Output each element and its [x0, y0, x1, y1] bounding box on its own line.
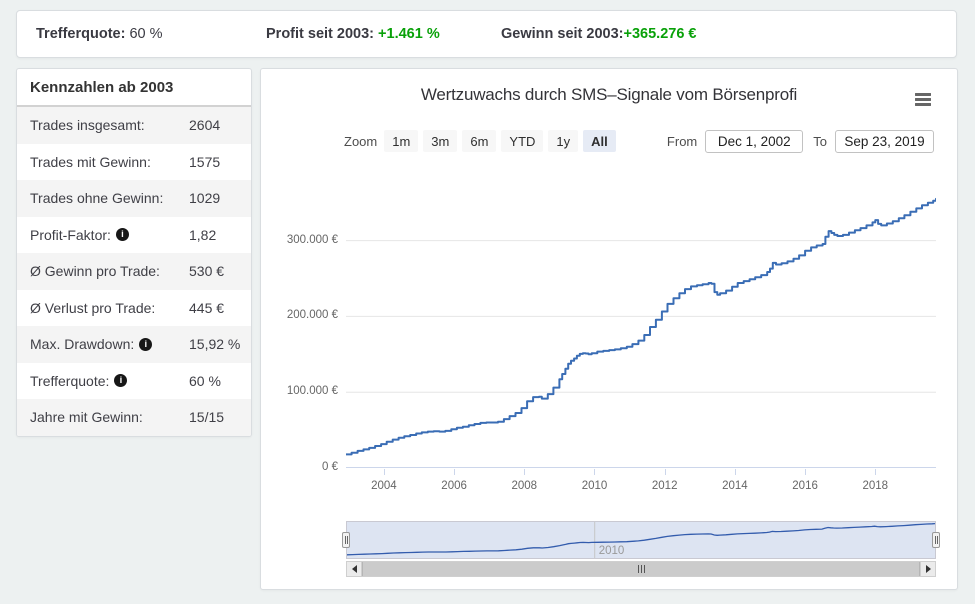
from-date-input[interactable]: [705, 129, 804, 153]
stat-value: +1.461 %: [378, 26, 440, 42]
scrollbar[interactable]: [346, 561, 936, 577]
table-row: Trades insgesamt: 2604: [17, 107, 251, 144]
navigator-left-handle[interactable]: [342, 532, 350, 548]
row-label: Trades mit Gewinn:: [30, 153, 151, 170]
range-button-6m[interactable]: 6m: [462, 130, 497, 152]
x-axis-tick-label: 2014: [722, 480, 748, 492]
table-row: Ø Verlust pro Trade: 445 €: [17, 290, 251, 327]
hamburger-menu-icon[interactable]: [915, 93, 931, 108]
stat-trefferquote: Trefferquote: 60 %: [36, 26, 163, 42]
table-row: Ø Gewinn pro Trade: 530 €: [17, 253, 251, 290]
row-value: 60 %: [189, 372, 221, 389]
x-axis-tick-label: 2006: [441, 480, 467, 492]
x-axis-tick: [594, 469, 596, 475]
to-label: To: [813, 133, 827, 149]
stat-profit: Profit seit 2003: +1.461 %: [266, 26, 440, 42]
scrollbar-thumb[interactable]: [362, 562, 920, 576]
row-label: Jahre mit Gewinn:: [30, 409, 143, 426]
x-axis-tick: [524, 469, 526, 475]
y-axis-tick-label: 100.000 €: [286, 385, 338, 398]
x-axis-tick: [454, 469, 456, 475]
scroll-right-arrow[interactable]: [920, 562, 935, 576]
table-row: Jahre mit Gewinn: 15/15: [17, 399, 251, 436]
row-value: 2604: [189, 117, 221, 134]
range-button-3m[interactable]: 3m: [423, 130, 458, 152]
stat-gewinn: Gewinn seit 2003:+365.276 €: [501, 26, 696, 42]
row-label: Max. Drawdown:: [30, 336, 153, 352]
x-axis-tick-label: 2016: [792, 480, 818, 492]
stat-label: Profit seit 2003:: [266, 26, 374, 42]
chart-title: Wertzuwachs durch SMS–Signale vom Börsen…: [420, 85, 798, 104]
plot-area[interactable]: [346, 186, 936, 468]
zoom-label: Zoom: [344, 133, 378, 149]
y-axis-tick-label: 300.000 €: [286, 233, 338, 246]
x-axis-tick: [383, 469, 385, 475]
x-axis-tick: [664, 469, 666, 475]
stat-value: 60 %: [129, 26, 163, 42]
row-value: 530 €: [189, 263, 225, 280]
date-range-inputs: From To: [666, 129, 934, 153]
table-row: Profit-Faktor: 1,82: [17, 217, 251, 254]
table-row: Trades ohne Gewinn: 1029: [17, 180, 251, 217]
range-button-1m[interactable]: 1m: [384, 130, 419, 152]
stat-label: Trefferquote:: [36, 26, 126, 42]
row-value: 1,82: [189, 226, 217, 243]
row-label: Ø Verlust pro Trade:: [30, 299, 156, 316]
navigator-chart: [346, 522, 936, 558]
range-button-ytd[interactable]: YTD: [501, 130, 544, 152]
info-icon[interactable]: [115, 228, 129, 242]
y-axis-tick-label: 0 €: [322, 461, 338, 473]
table-row: Trades mit Gewinn: 1575: [17, 144, 251, 181]
x-axis-tick: [875, 469, 877, 475]
x-axis-tick: [805, 469, 807, 475]
stat-value: +365.276 €: [623, 26, 697, 42]
info-icon[interactable]: [139, 337, 153, 351]
row-value: 445 €: [189, 299, 225, 316]
info-icon[interactable]: [114, 374, 128, 388]
range-selector: Zoom 1m 3m 6m YTD 1y All: [344, 130, 621, 152]
row-value: 1029: [189, 190, 221, 207]
row-label: Trades insgesamt:: [30, 117, 145, 134]
right-triangle-icon: [925, 565, 931, 573]
from-label: From: [666, 133, 698, 149]
range-button-1y[interactable]: 1y: [548, 130, 579, 152]
row-label: Trefferquote:: [30, 373, 128, 389]
x-axis-tick-label: 2012: [651, 480, 678, 492]
row-label: Profit-Faktor:: [30, 227, 129, 243]
kennzahlen-table: Trades insgesamt: 2604 Trades mit Gewinn…: [17, 107, 251, 436]
stat-label: Gewinn seit 2003:: [501, 26, 624, 42]
x-axis-tick-label: 2018: [862, 480, 889, 492]
top-stats-bar: Trefferquote: 60 % Profit seit 2003: +1.…: [16, 10, 957, 58]
to-date-input[interactable]: [835, 129, 934, 153]
x-axis-tick-label: 2010: [581, 480, 608, 492]
table-row: Trefferquote: 60 %: [17, 363, 251, 400]
row-label: Ø Gewinn pro Trade:: [30, 263, 160, 280]
scroll-left-arrow[interactable]: [347, 562, 362, 576]
left-triangle-icon: [351, 565, 357, 573]
table-row: Max. Drawdown: 15,92 %: [17, 326, 251, 363]
row-value: 1575: [189, 153, 221, 170]
row-label: Trades ohne Gewinn:: [30, 190, 164, 207]
range-button-all[interactable]: All: [583, 130, 616, 152]
equity-curve-chart: [346, 197, 936, 456]
x-axis-tick-label: 2004: [371, 480, 397, 492]
row-value: 15/15: [189, 409, 225, 426]
kennzahlen-panel: Kennzahlen ab 2003 Trades insgesamt: 260…: [16, 68, 252, 437]
navigator-right-handle[interactable]: [932, 532, 940, 548]
navigator[interactable]: [346, 521, 936, 559]
y-axis-tick-label: 200.000 €: [286, 309, 338, 322]
chart-panel: Wertzuwachs durch SMS–Signale vom Börsen…: [260, 68, 958, 590]
x-axis-tick-label: 2008: [511, 480, 538, 492]
row-value: 15,92 %: [189, 336, 241, 353]
kennzahlen-title: Kennzahlen ab 2003: [17, 69, 251, 107]
x-axis-tick: [734, 469, 736, 475]
navigator-tick-label: 2010: [598, 545, 625, 557]
